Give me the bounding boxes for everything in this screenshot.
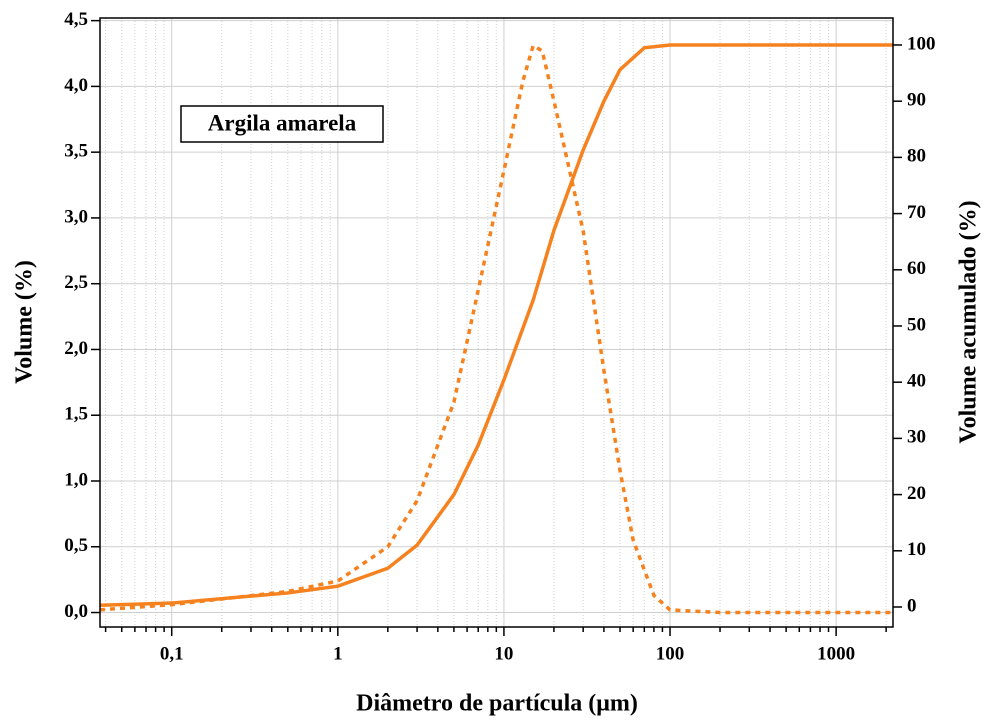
y-tick-label: 4,0: [64, 75, 88, 96]
y2-tick-label: 30: [907, 427, 926, 448]
y-tick-label: 1,0: [64, 469, 88, 490]
x-tick-label: 1: [333, 643, 343, 664]
x-tick-label: 10: [494, 643, 513, 664]
y-tick-label: 4,5: [64, 9, 88, 30]
y-tick-label: 0,5: [64, 535, 88, 556]
y2-tick-label: 70: [907, 202, 926, 223]
y-tick-label: 2,0: [64, 338, 88, 359]
plot-frame: [99, 17, 894, 628]
y-tick-label: 3,0: [64, 206, 88, 227]
data-line: [99, 42, 893, 615]
y2-tick-label: 20: [907, 483, 926, 504]
x-tick-label: 1000: [817, 643, 855, 664]
data-line: [99, 43, 893, 608]
y2-tick-label: 90: [907, 90, 926, 111]
x-axis-title: Diâmetro de partícula (μm): [356, 691, 638, 717]
y-tick-label: 3,5: [64, 141, 88, 162]
y2-tick-label: 0: [907, 595, 917, 616]
y2-tick-label: 10: [907, 539, 926, 560]
y-axis-title: Volume (%): [12, 260, 38, 384]
y-tick-label: 1,5: [64, 404, 88, 425]
annotation-box: [180, 105, 384, 143]
x-tick-label: 100: [656, 643, 685, 664]
y2-tick-label: 50: [907, 314, 926, 335]
y2-axis-title: Volume acumulado (%): [956, 200, 982, 443]
y2-tick-label: 60: [907, 258, 926, 279]
y-tick-label: 0,0: [64, 601, 88, 622]
annotation: Argila amarela: [208, 110, 357, 135]
y2-tick-label: 100: [907, 33, 936, 54]
x-tick-label: 0,1: [160, 643, 184, 664]
y2-tick-label: 80: [907, 146, 926, 167]
y2-tick-label: 40: [907, 371, 926, 392]
y-tick-label: 2,5: [64, 272, 88, 293]
